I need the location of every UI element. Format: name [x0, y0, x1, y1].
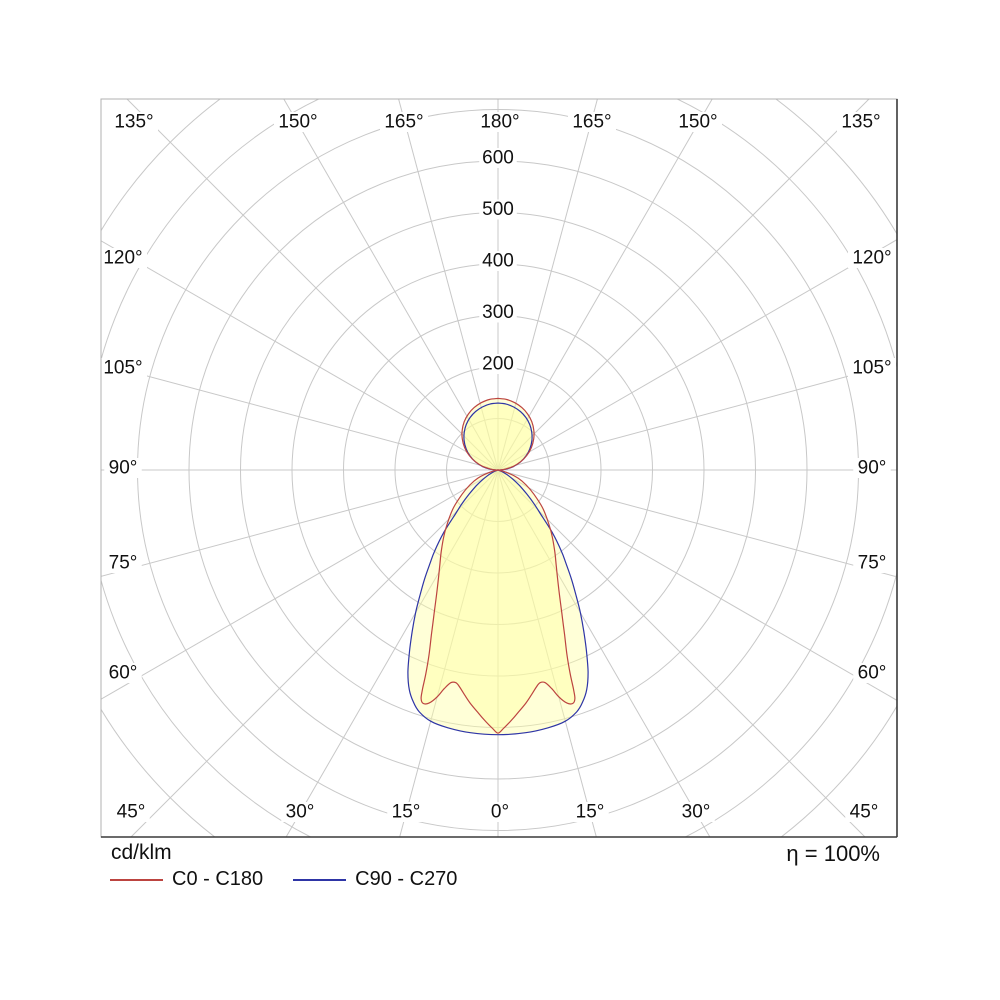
right-angle-0: 120° — [852, 248, 891, 269]
right-angle-1-mask — [848, 358, 896, 378]
radial-tick-400: 400 — [482, 251, 514, 272]
radial-tick-500: 500 — [482, 199, 514, 220]
grid-ray-105 — [497, 362, 897, 471]
left-angle-1-mask — [99, 358, 147, 378]
left-angle-1: 105° — [103, 358, 142, 379]
grid-ray-15 — [497, 469, 597, 837]
bottom-angle-0: 45° — [117, 802, 146, 823]
right-angle-4-mask — [853, 663, 891, 683]
grid-ray-300 — [101, 469, 499, 700]
top-angle-4-mask — [568, 112, 616, 132]
radial-tick-600-mask — [479, 148, 517, 168]
top-angle-0-mask — [110, 112, 158, 132]
right-angle-0-mask — [848, 248, 896, 268]
right-angle-1: 105° — [852, 358, 891, 379]
grid-ray-120 — [497, 239, 897, 471]
top-angle-3: 180° — [480, 112, 519, 133]
grid-ray-345 — [399, 469, 499, 837]
grid-ray-285 — [101, 469, 499, 577]
grid-ray-30 — [497, 469, 711, 837]
grid-ray-330 — [285, 469, 499, 837]
top-angle-5-mask — [674, 112, 722, 132]
top-angle-1-mask — [274, 112, 322, 132]
bottom-angle-6: 45° — [850, 802, 879, 823]
radial-tick-200-mask — [479, 354, 517, 374]
bottom-angle-1: 30° — [286, 802, 315, 823]
bottom-angle-6-mask — [845, 802, 883, 822]
legend-item-c0-c180: C0 - C180 — [110, 868, 263, 891]
right-angle-4: 60° — [858, 663, 887, 684]
top-angle-1: 150° — [278, 112, 317, 133]
grid-ray-195 — [398, 99, 499, 471]
legend: C0 - C180 C90 - C270 — [110, 868, 457, 891]
top-angle-0: 135° — [114, 112, 153, 133]
grid-ray-255 — [101, 363, 499, 471]
radial-tick-300-mask — [479, 302, 517, 323]
series-fill-C0-C180 — [421, 398, 575, 734]
left-angle-0-mask — [99, 248, 147, 268]
grid-ray-315 — [130, 469, 499, 837]
unit-label: cd/klm — [111, 841, 172, 864]
bottom-angle-2: 15° — [392, 802, 421, 823]
left-angle-3-mask — [104, 553, 142, 573]
grid-ray-75 — [497, 469, 897, 578]
grid-ray-240 — [101, 240, 499, 471]
bottom-angle-5-mask — [677, 802, 715, 822]
top-angle-4: 165° — [572, 112, 611, 133]
left-angle-2: 90° — [109, 458, 138, 479]
bottom-angle-3-mask — [486, 802, 514, 822]
legend-line-blue — [293, 878, 347, 881]
grid-ray-60 — [497, 469, 897, 701]
grid-ray-135 — [497, 99, 870, 471]
left-angle-2-mask — [104, 458, 142, 478]
left-angle-4-mask — [104, 663, 142, 683]
right-angle-2-mask — [853, 458, 891, 478]
grid-ray-150 — [497, 99, 713, 471]
radial-tick-500-mask — [479, 199, 517, 220]
top-angle-6: 135° — [841, 112, 880, 133]
radial-tick-300: 300 — [482, 302, 514, 323]
radial-tick-200: 200 — [482, 354, 514, 375]
bottom-angle-3: 0° — [491, 802, 509, 823]
bottom-angle-4: 15° — [576, 802, 605, 823]
efficiency-label: η = 100% — [786, 841, 880, 866]
bottom-angle-4-mask — [571, 802, 609, 822]
top-angle-5: 150° — [678, 112, 717, 133]
bottom-angle-1-mask — [281, 802, 319, 822]
legend-label-c0-c180: C0 - C180 — [172, 868, 264, 890]
series-fill-C90-C270 — [407, 403, 589, 735]
right-angle-3-mask — [853, 553, 891, 573]
top-angle-2-mask — [380, 112, 428, 132]
right-angle-3: 75° — [858, 553, 887, 574]
series-curve-C0-C180 — [420, 397, 576, 734]
legend-item-c90-c270: C90 - C270 — [293, 868, 457, 891]
series-curves — [407, 397, 589, 736]
top-angle-6-mask — [837, 112, 885, 132]
bottom-angle-2-mask — [387, 802, 425, 822]
left-angle-4: 60° — [109, 663, 138, 684]
right-angle-2: 90° — [858, 458, 887, 479]
legend-line-red — [110, 878, 163, 881]
radial-tick-400-mask — [479, 251, 517, 271]
axis-labels: 200 300 400 500 600 135° 150° 165° 180° 165° 150° 1… — [99, 112, 896, 823]
legend-label-c90-c270: C90 - C270 — [355, 868, 458, 890]
radial-tick-600: 600 — [482, 148, 514, 169]
top-angle-2: 165° — [384, 112, 423, 133]
left-angle-0: 120° — [103, 248, 142, 269]
grid-ray-225 — [126, 99, 499, 471]
left-angle-3: 75° — [109, 553, 138, 574]
grid-ray-210 — [283, 99, 499, 471]
bottom-angle-5: 30° — [682, 802, 711, 823]
grid-ray-165 — [497, 99, 598, 471]
grid-ray-45 — [497, 469, 866, 837]
bottom-angle-0-mask — [112, 802, 150, 822]
top-angle-3-mask — [476, 112, 524, 132]
